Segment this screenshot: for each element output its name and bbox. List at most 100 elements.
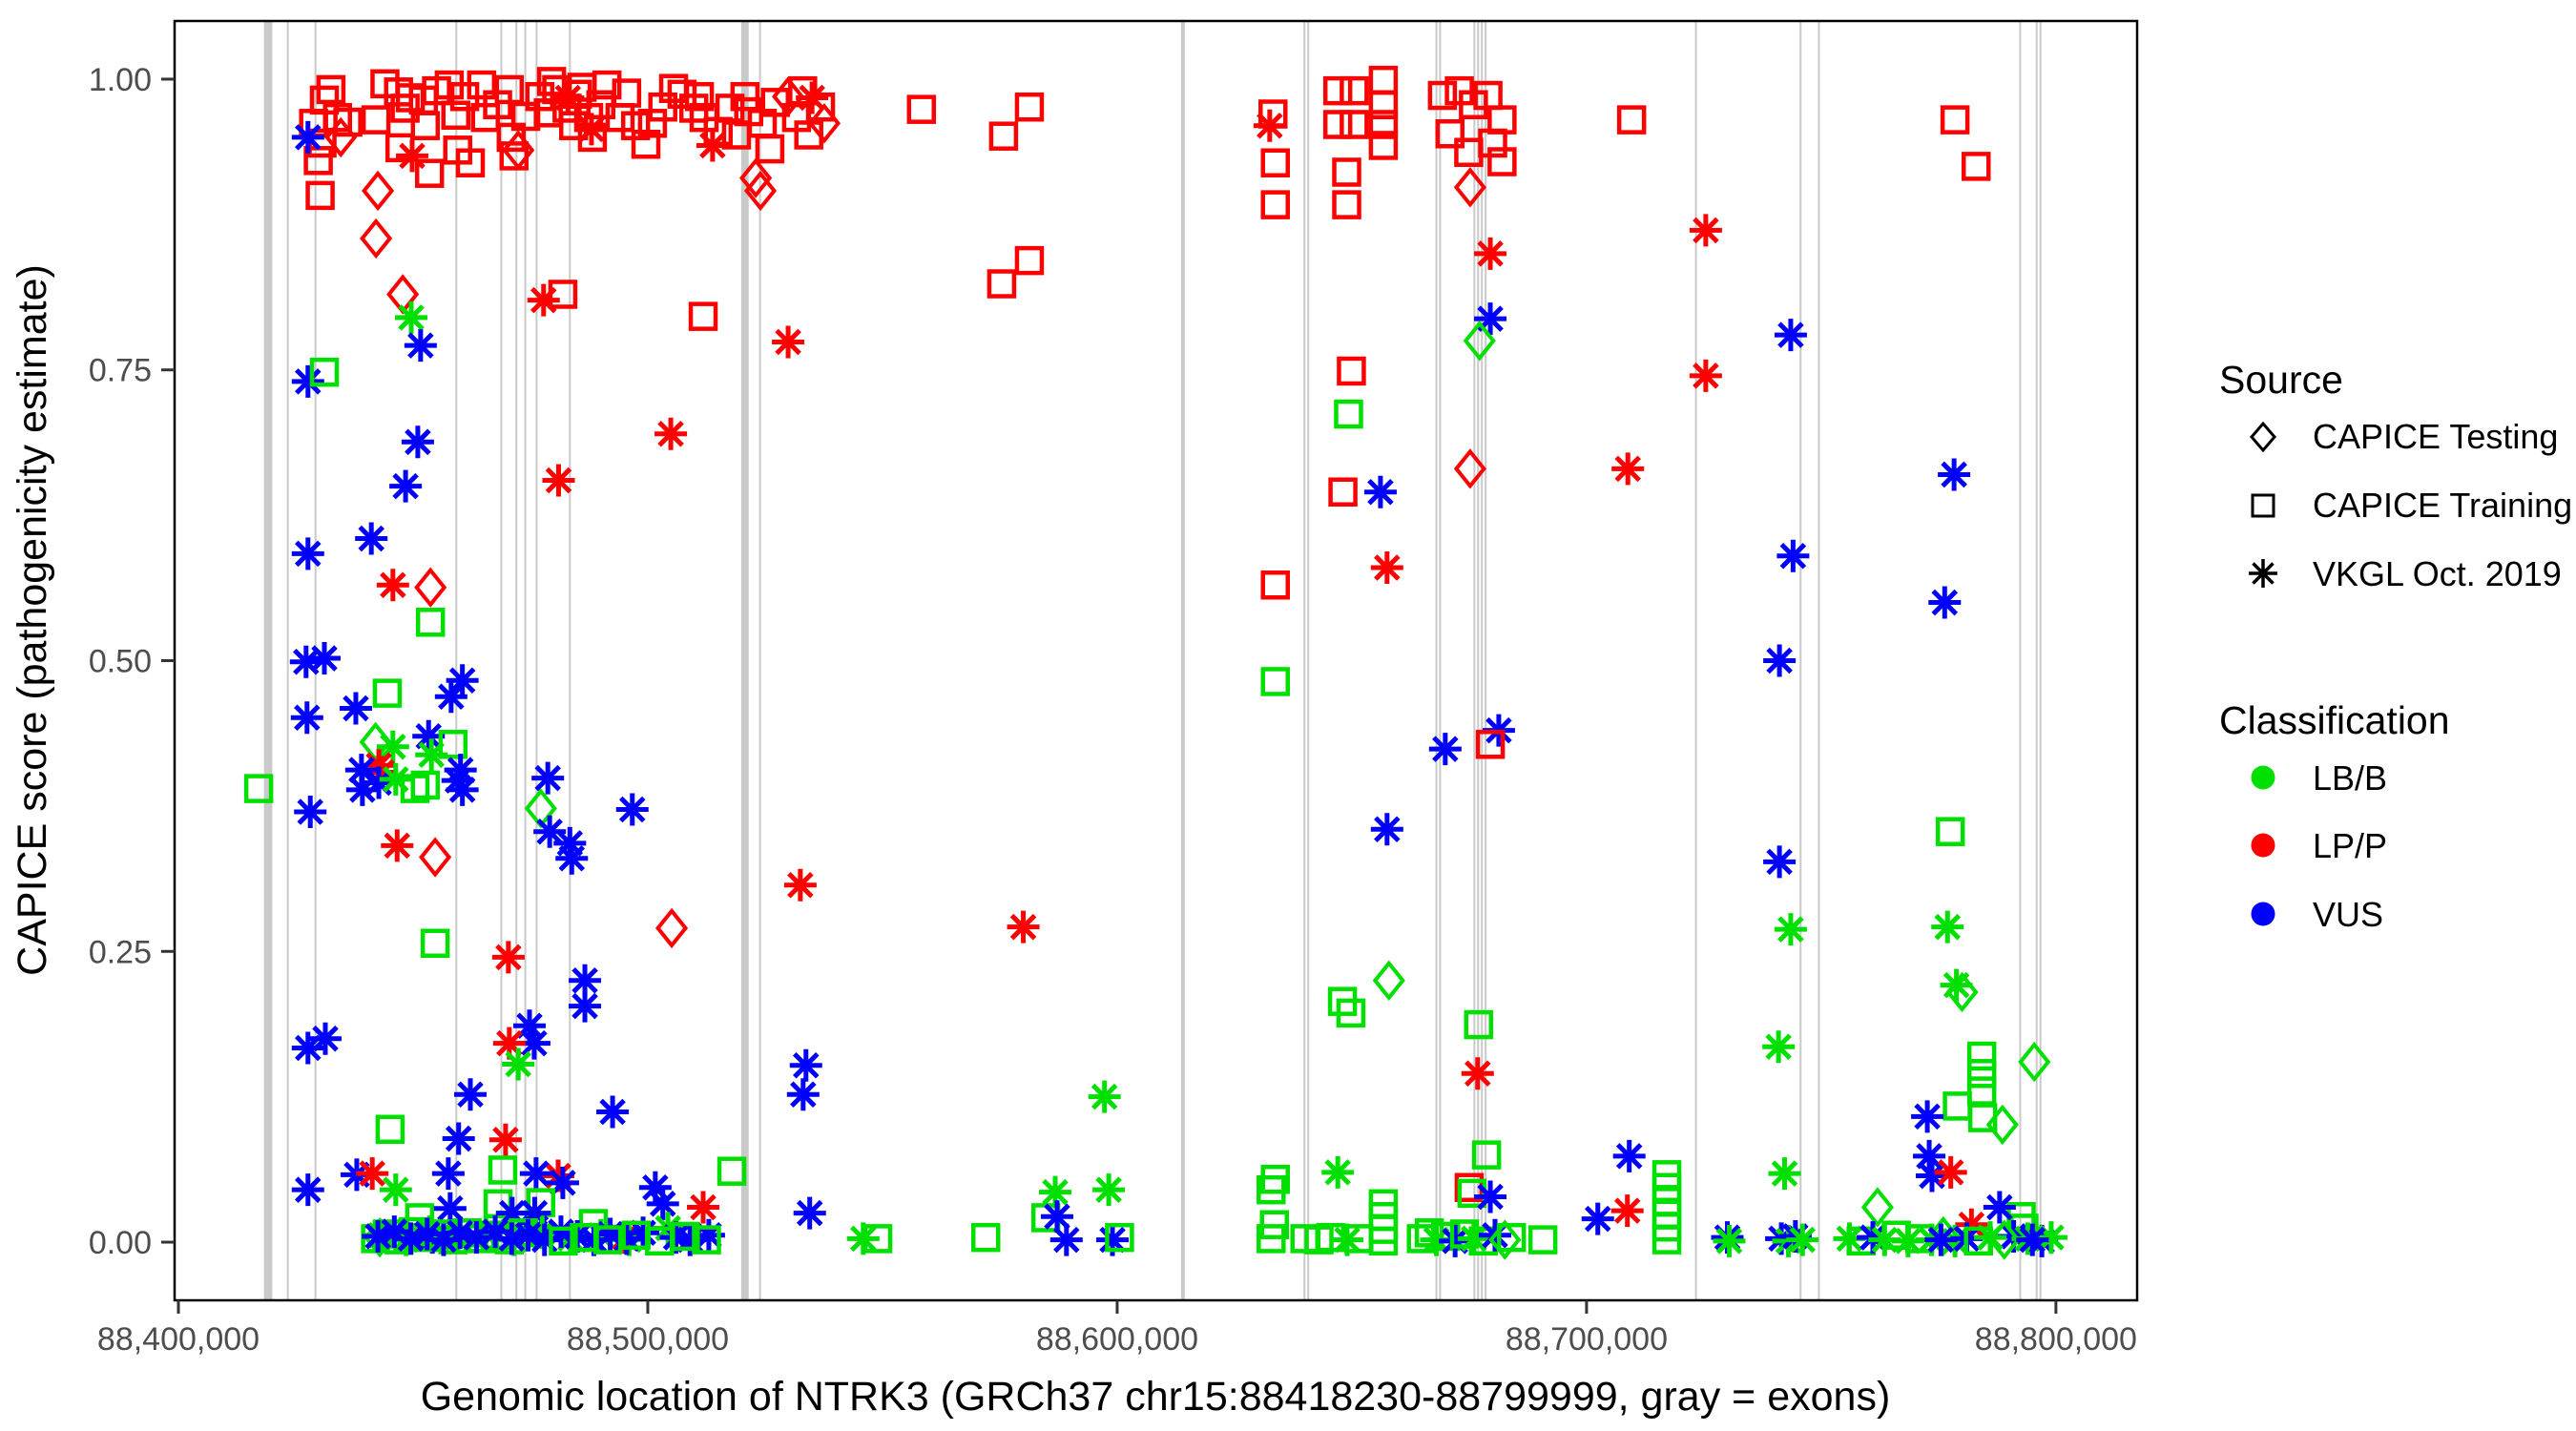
data-point-marker <box>1040 1200 1073 1234</box>
data-point-marker <box>494 74 525 105</box>
data-point-marker <box>786 1078 820 1111</box>
data-point-marker <box>684 81 715 112</box>
data-point-marker <box>431 1157 465 1191</box>
data-point-marker <box>531 761 565 795</box>
exon-bar <box>1799 21 1802 1300</box>
legend-item-lbb: LB/B <box>2313 758 2387 798</box>
data-point-marker <box>612 78 642 108</box>
data-point-marker <box>1916 1159 1949 1192</box>
data-point-marker <box>627 1216 660 1250</box>
data-point-marker <box>305 180 335 211</box>
data-point-marker <box>760 88 791 117</box>
data-point-marker <box>1328 477 1358 507</box>
data-point-marker <box>1334 399 1363 429</box>
data-point-marker <box>1768 1157 1801 1191</box>
data-point-marker <box>1049 1223 1083 1256</box>
data-point-marker <box>363 749 396 782</box>
x-axis-tick-label: 88,600,000 <box>1036 1321 1198 1358</box>
data-point-marker <box>1496 1222 1527 1253</box>
data-point-marker <box>862 1224 893 1254</box>
data-point-marker <box>1337 356 1366 386</box>
data-point-marker <box>1774 913 1807 946</box>
data-point-marker <box>548 280 578 309</box>
data-point-marker <box>1260 570 1290 600</box>
data-point-marker <box>638 1171 672 1204</box>
data-point-marker <box>446 773 479 806</box>
data-point-marker <box>1763 845 1797 879</box>
data-point-marker <box>1368 110 1399 139</box>
data-point-marker <box>339 692 372 725</box>
data-point-marker <box>1340 75 1369 106</box>
data-point-marker <box>333 107 363 137</box>
data-point-marker <box>441 764 474 798</box>
data-point-marker <box>444 1216 477 1250</box>
x-axis-tick-label: 88,400,000 <box>97 1321 260 1358</box>
data-point-marker <box>1473 80 1503 111</box>
data-point-marker <box>442 1122 475 1155</box>
data-point-marker <box>289 645 322 678</box>
data-point-marker <box>1092 1173 1126 1207</box>
data-point-marker <box>796 81 829 114</box>
data-point-marker <box>569 964 602 997</box>
data-point-marker <box>1370 550 1403 584</box>
capice-testing-diamond-icon <box>2250 421 2276 453</box>
data-point-marker <box>970 1222 1001 1253</box>
data-point-marker <box>1610 1194 1644 1228</box>
legend: Source CAPICE Testing CAPICE Training VK… <box>2219 358 2572 934</box>
data-point-marker <box>1478 128 1507 158</box>
exon-bar <box>1818 21 1820 1300</box>
y-axis-title: CAPICE score (pathogenicity estimate) <box>10 264 55 976</box>
data-point-marker <box>1488 1219 1522 1260</box>
data-point-marker <box>569 989 602 1023</box>
data-point-marker <box>1474 237 1507 270</box>
data-point-marker <box>592 1225 623 1255</box>
exon-bars-group <box>263 21 2042 1300</box>
legend-item-capice-training: CAPICE Training <box>2313 486 2572 525</box>
data-point-marker <box>593 1217 627 1251</box>
exon-bar <box>500 21 503 1300</box>
data-point-marker <box>730 81 760 112</box>
data-point-marker <box>519 1157 552 1191</box>
data-point-marker <box>308 642 342 675</box>
data-point-marker <box>1007 910 1040 944</box>
data-point-marker <box>631 129 661 159</box>
data-point-marker <box>807 103 841 144</box>
data-point-marker <box>410 770 441 800</box>
data-point-marker <box>610 1222 643 1255</box>
data-point-marker <box>415 738 448 772</box>
legend-item-vus: VUS <box>2313 895 2383 934</box>
data-point-marker <box>404 329 437 363</box>
data-point-marker <box>674 1223 707 1256</box>
data-point-marker <box>533 815 567 848</box>
data-point-marker <box>1612 1139 1646 1172</box>
data-point-marker <box>1439 1224 1472 1257</box>
data-point-marker <box>1258 99 1288 129</box>
data-point-marker <box>1983 1191 2016 1224</box>
data-point-marker <box>376 730 409 763</box>
data-point-marker <box>549 1226 578 1256</box>
data-point-marker <box>243 774 274 803</box>
data-point-marker <box>1713 1224 1746 1257</box>
data-point-marker <box>555 841 589 875</box>
data-point-marker <box>1778 1219 1812 1253</box>
data-point-marker <box>291 1031 324 1065</box>
exon-bar <box>1477 21 1480 1300</box>
data-point-marker <box>1987 1219 2021 1260</box>
data-point-marker <box>1453 167 1486 208</box>
exon-bar <box>2019 21 2022 1300</box>
data-point-marker <box>356 1157 389 1191</box>
data-point-marker <box>455 148 486 177</box>
data-point-marker <box>1774 319 1807 352</box>
data-point-marker <box>1457 1222 1490 1255</box>
data-point-marker <box>1474 302 1507 336</box>
data-point-marker <box>355 522 388 555</box>
data-point-marker <box>906 94 937 124</box>
data-point-marker <box>345 773 379 806</box>
exon-bar <box>1439 21 1442 1300</box>
data-point-marker <box>372 678 403 708</box>
data-points-group <box>243 65 2067 1260</box>
data-point-marker <box>1611 452 1645 486</box>
x-axis-tick-label: 88,700,000 <box>1506 1321 1668 1358</box>
